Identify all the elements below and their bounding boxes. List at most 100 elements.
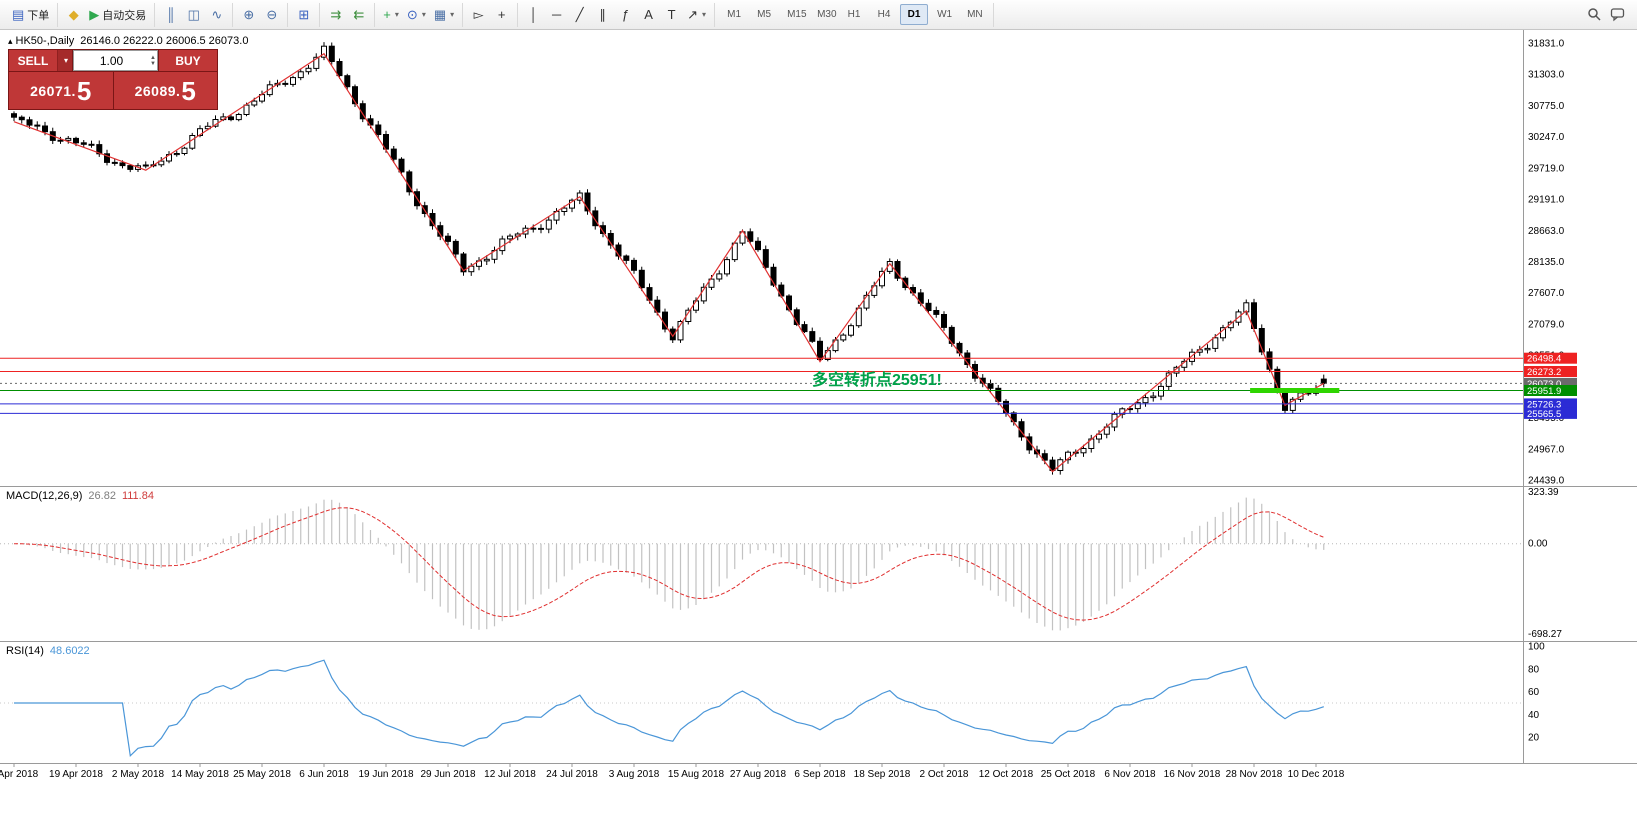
tile-windows-icon[interactable]: ⊞ <box>292 3 315 26</box>
zoom-out-icon[interactable]: ⊖ <box>260 3 283 26</box>
candle <box>693 297 699 314</box>
axis-tick-label: 28663.0 <box>1528 226 1565 237</box>
price-tag: 26073.0 <box>1524 377 1577 390</box>
vertical-line-icon[interactable]: │ <box>522 3 545 26</box>
axis-tick-label: 30247.0 <box>1528 132 1565 143</box>
candle <box>57 136 64 144</box>
timeframe-m1-button[interactable]: M1 <box>720 4 748 25</box>
rsi-axis-label: 100 <box>1528 642 1545 653</box>
buy-button[interactable]: BUY <box>159 50 217 71</box>
date-label: 25 May 2018 <box>233 769 291 780</box>
favorites-icon[interactable]: ◆ <box>62 3 85 26</box>
candle <box>569 198 575 213</box>
date-label: 19 Jun 2018 <box>358 769 413 780</box>
volume-down-icon[interactable]: ▼ <box>150 60 156 67</box>
timeframe-mn-button[interactable]: MN <box>960 4 988 25</box>
candle <box>545 216 552 234</box>
candle <box>111 158 118 166</box>
volume-up-icon[interactable]: ▲ <box>150 54 156 61</box>
date-label: 2 May 2018 <box>112 769 165 780</box>
timeframe-w1-button[interactable]: W1 <box>930 4 958 25</box>
timeframe-d1-button[interactable]: D1 <box>900 4 929 25</box>
macd-histogram <box>21 497 1325 631</box>
candle <box>662 308 668 333</box>
candle <box>11 111 17 122</box>
timeframe-m30-button[interactable]: M30 <box>810 4 838 25</box>
candle <box>166 151 172 164</box>
candle <box>669 326 676 343</box>
candle <box>933 306 940 318</box>
bar-chart-icon[interactable]: ║ <box>159 3 182 26</box>
fibonacci-icon[interactable]: ƒ <box>614 3 637 26</box>
candle <box>941 311 947 331</box>
volume-stepper[interactable]: ▲ ▼ <box>150 51 156 70</box>
volume-input[interactable] <box>74 51 157 70</box>
sell-options-caret[interactable]: ▾ <box>57 50 72 71</box>
sell-button[interactable]: SELL <box>9 50 57 71</box>
new-chart-button[interactable]: + ▾ <box>379 3 403 26</box>
candle <box>1080 444 1087 457</box>
candle <box>894 259 901 281</box>
macd-axis-label: 0.00 <box>1528 539 1548 550</box>
svg-text:26498.4: 26498.4 <box>1527 354 1561 365</box>
candle <box>592 206 599 230</box>
candle <box>282 80 289 87</box>
candle <box>1142 393 1149 407</box>
horizontal-line-icon[interactable]: ─ <box>545 3 568 26</box>
chart-area[interactable]: 31831.0 31303.0 30775.0 30247.0 29719.0 29191… <box>0 30 1637 816</box>
line-chart-icon[interactable]: ∿ <box>205 3 228 26</box>
time-icon[interactable]: ⊙ ▾ <box>403 3 430 26</box>
candle <box>352 84 358 107</box>
candle <box>328 42 335 65</box>
toolbar-group: + ▾ ⊙ ▾ ▦ ▾ <box>375 2 464 27</box>
sell-price[interactable]: 26071. 5 <box>9 72 113 109</box>
search-icon[interactable] <box>1583 3 1606 26</box>
cursor-icon[interactable]: ▻ <box>467 3 490 26</box>
rsi-line <box>14 659 1324 758</box>
toolbar-group: │ ─ ╱ ∥ ƒ A T ↗ ▾ <box>518 2 716 27</box>
candle <box>855 304 862 328</box>
candle <box>173 150 180 157</box>
candle <box>344 73 351 90</box>
candle <box>1204 344 1211 354</box>
candle <box>817 337 823 362</box>
candle <box>755 237 761 252</box>
toolbar-group: ║ ◫ ∿ <box>155 2 234 27</box>
timeframe-group: M1 M5 M15 M30 H1 H4 D1 W1 MN <box>715 2 995 27</box>
candle <box>538 224 544 234</box>
one-click-expander-icon[interactable]: ▴ <box>8 36 13 46</box>
text-icon[interactable]: A <box>637 3 660 26</box>
arrow-object-icon[interactable]: ↗ ▾ <box>683 3 710 26</box>
label-icon[interactable]: T <box>660 3 683 26</box>
chat-icon[interactable] <box>1606 3 1629 26</box>
macd-axis-label: 323.39 <box>1528 487 1559 498</box>
candle <box>1320 374 1327 388</box>
candle <box>1189 348 1195 366</box>
new-order-button[interactable]: ▤ 下单 <box>8 3 53 26</box>
date-label: 28 Nov 2018 <box>1226 769 1283 780</box>
chart-shift-icon[interactable]: ⇇ <box>347 3 370 26</box>
timeframe-h4-button[interactable]: H4 <box>870 4 898 25</box>
data-window-icon[interactable]: ▦ ▾ <box>430 3 458 26</box>
timeframe-m15-button[interactable]: M15 <box>780 4 808 25</box>
auto-scroll-icon[interactable]: ⇉ <box>324 3 347 26</box>
toolbar-group: ▻ + <box>463 2 519 27</box>
date-label: 6 Sep 2018 <box>794 769 846 780</box>
candlestick-chart-icon[interactable]: ◫ <box>182 3 205 26</box>
date-label: 3 Aug 2018 <box>609 769 660 780</box>
zoom-in-icon[interactable]: ⊕ <box>237 3 260 26</box>
algo-trading-button[interactable]: ▶ 自动交易 <box>85 3 150 26</box>
trendline-icon[interactable]: ╱ <box>568 3 591 26</box>
zigzag-line[interactable] <box>13 52 1325 473</box>
axis-tick-label: 31831.0 <box>1528 39 1565 50</box>
buy-price[interactable]: 26089. 5 <box>113 72 217 109</box>
crosshair-icon[interactable]: + <box>490 3 513 26</box>
candle <box>809 327 816 343</box>
timeframe-m5-button[interactable]: M5 <box>750 4 778 25</box>
timeframe-h1-button[interactable]: H1 <box>840 4 868 25</box>
candle <box>104 149 110 166</box>
equidistant-channel-icon[interactable]: ∥ <box>591 3 614 26</box>
chart-canvas[interactable]: 31831.0 31303.0 30775.0 30247.0 29719.0 29191… <box>0 30 1637 816</box>
candle <box>460 252 467 276</box>
